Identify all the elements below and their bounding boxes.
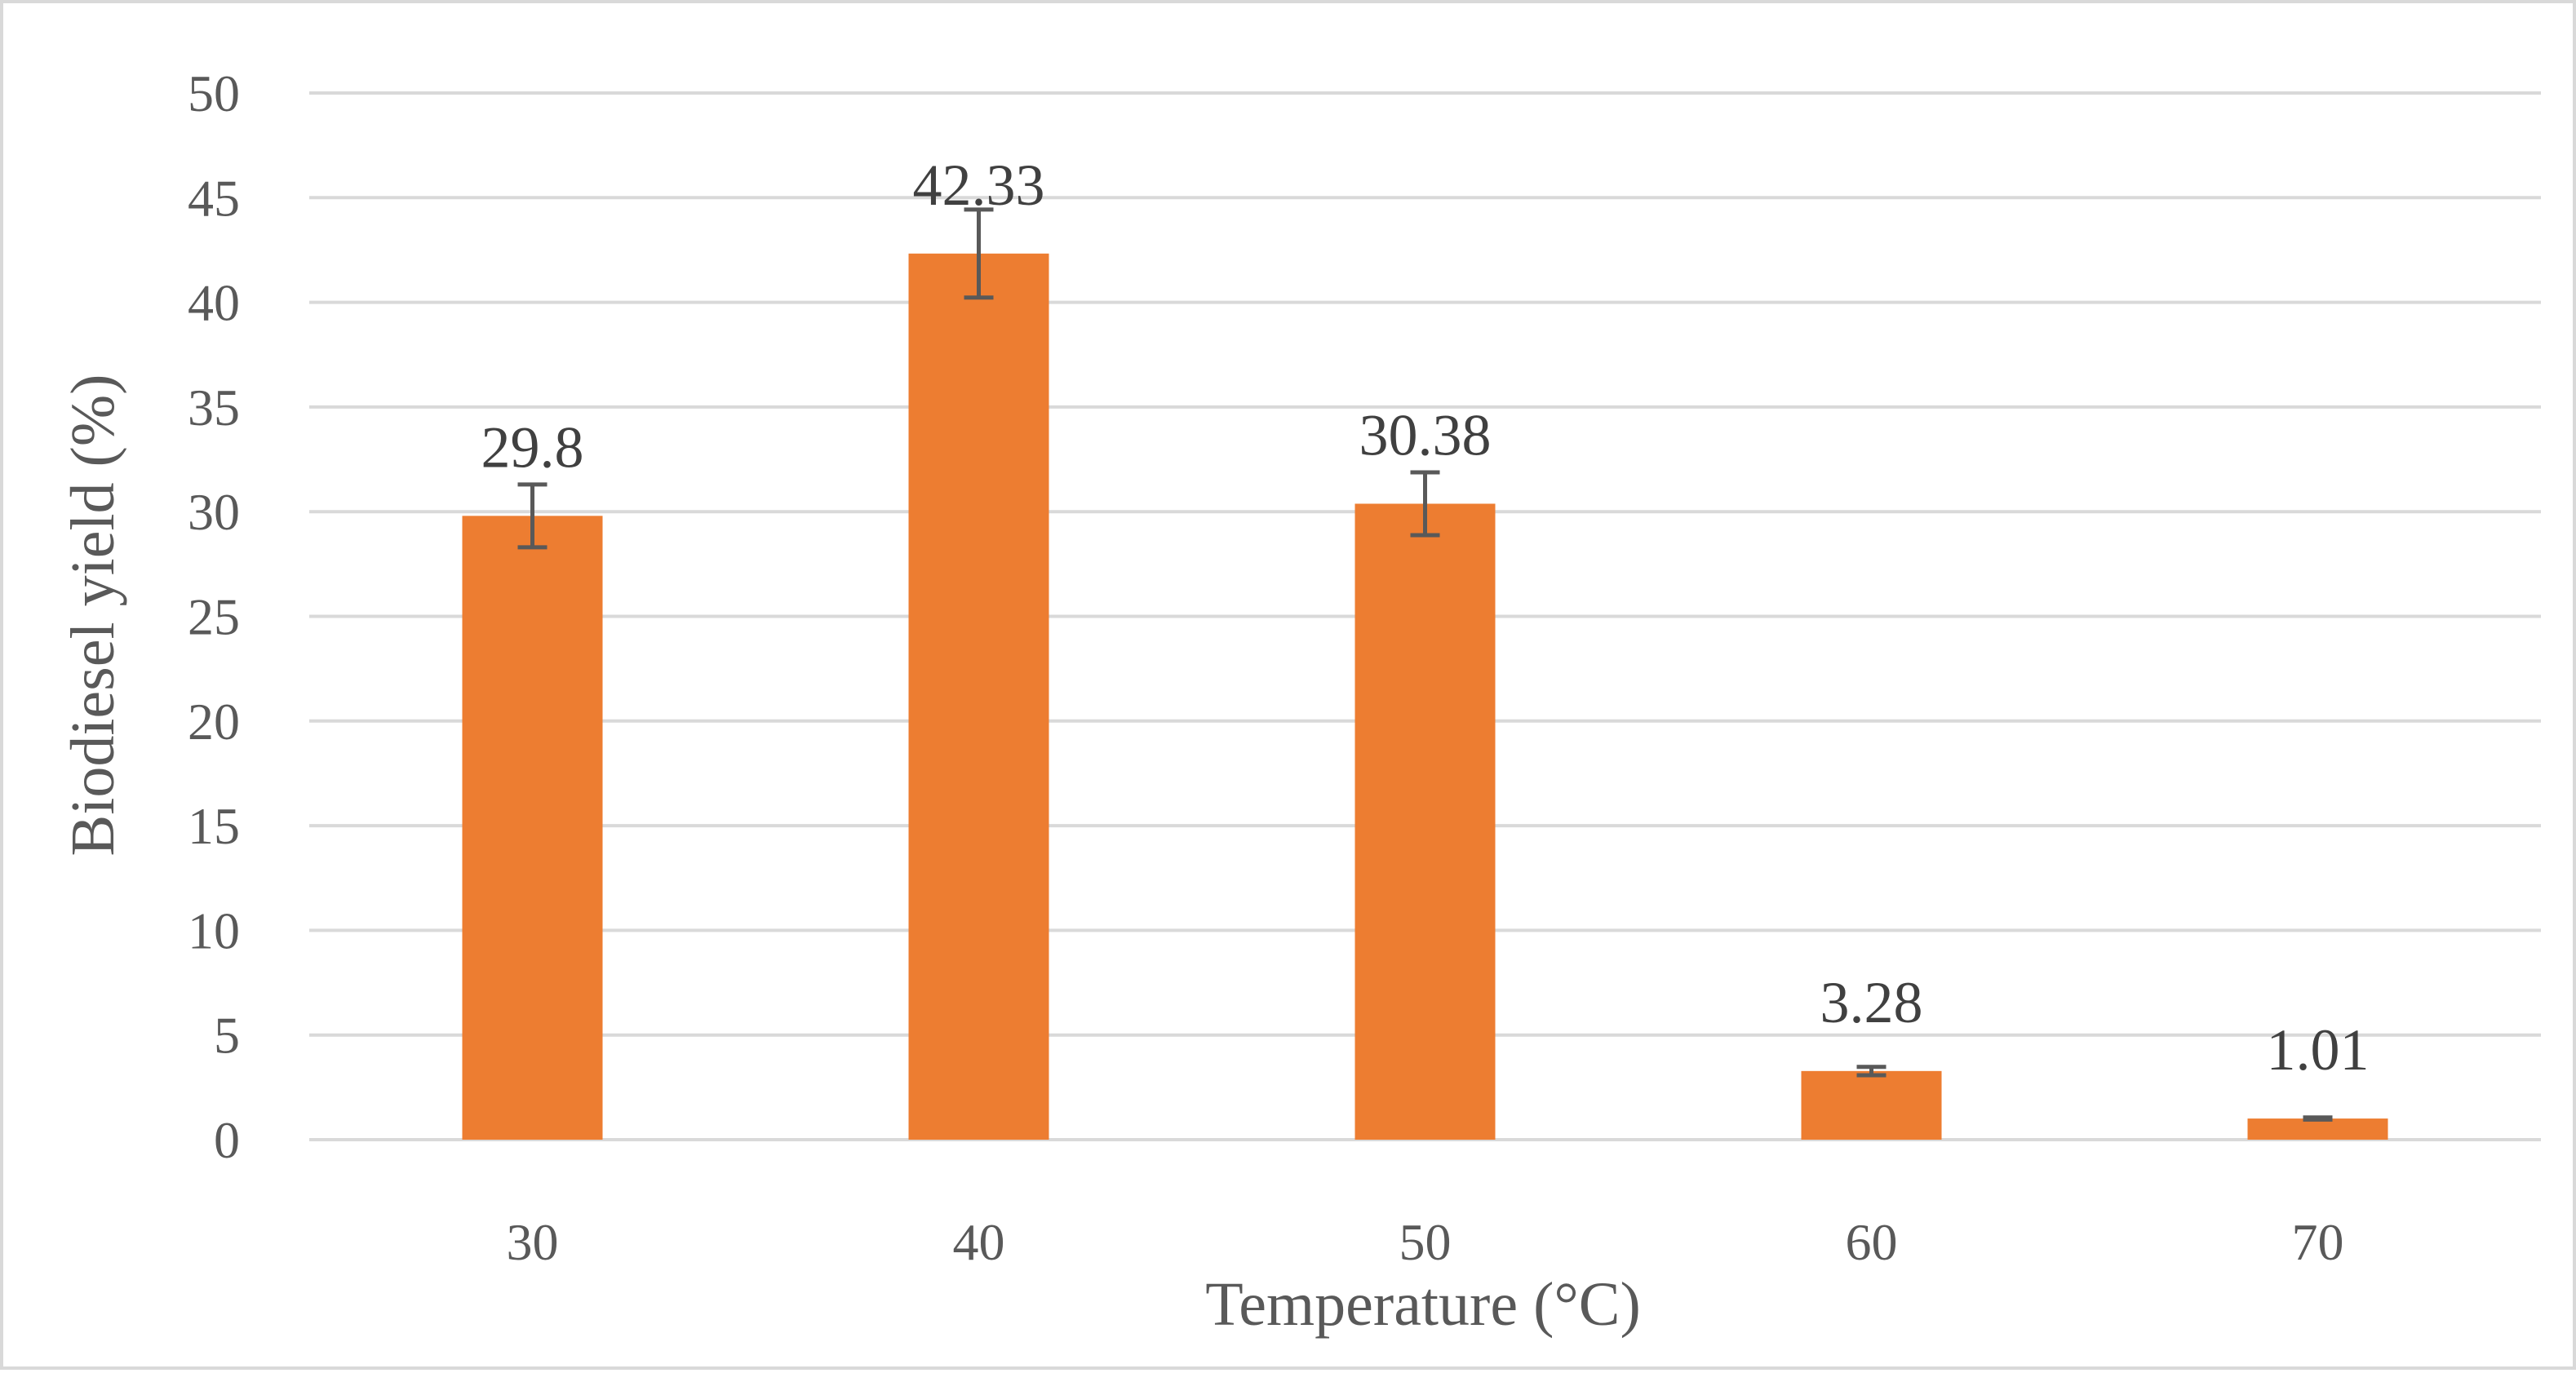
data-label: 29.8 (481, 414, 584, 480)
x-tick-label: 50 (1399, 1213, 1452, 1271)
bar (1355, 503, 1496, 1140)
data-label: 1.01 (2267, 1017, 2370, 1083)
bar (908, 253, 1049, 1140)
error-bars (517, 207, 2333, 1122)
x-tick-label: 30 (507, 1213, 559, 1271)
data-label: 3.28 (1820, 970, 1923, 1035)
x-axis-title: Temperature (°C) (1205, 1270, 1641, 1339)
y-tick-label: 30 (188, 483, 240, 541)
bar (462, 516, 603, 1140)
y-tick-label: 40 (188, 274, 240, 332)
bar-chart: 0 5 10 15 20 25 30 35 40 45 50 29.8 42.33 30.38 3.28 1… (59, 64, 2541, 1339)
y-tick-label: 15 (188, 797, 240, 855)
error-bar (2303, 1115, 2333, 1122)
y-tick-label: 5 (214, 1007, 240, 1065)
x-tick-labels: 30 40 50 60 70 (507, 1213, 2344, 1271)
x-tick-label: 60 (1846, 1213, 1898, 1271)
y-tick-label: 45 (188, 169, 240, 227)
y-tick-label: 10 (188, 901, 240, 959)
y-tick-label: 0 (214, 1111, 240, 1169)
error-bar (517, 482, 548, 550)
bar (2247, 1118, 2388, 1140)
y-tick-label: 25 (188, 588, 240, 646)
y-tick-label: 20 (188, 693, 240, 751)
data-labels: 29.8 42.33 30.38 3.28 1.01 (481, 153, 2370, 1083)
y-tick-labels: 0 5 10 15 20 25 30 35 40 45 50 (188, 64, 240, 1169)
bars (462, 253, 2388, 1140)
y-tick-label: 35 (188, 379, 240, 436)
x-tick-label: 70 (2292, 1213, 2344, 1271)
data-label: 42.33 (913, 153, 1045, 218)
y-axis-title: Biodiesel yield (%) (59, 374, 127, 857)
error-bar (964, 207, 994, 300)
error-bar (1856, 1065, 1887, 1078)
error-bar (1410, 470, 1440, 538)
data-label: 30.38 (1359, 402, 1492, 467)
x-tick-label: 40 (953, 1213, 1005, 1271)
y-tick-label: 50 (188, 64, 240, 122)
bar (1801, 1070, 1942, 1140)
